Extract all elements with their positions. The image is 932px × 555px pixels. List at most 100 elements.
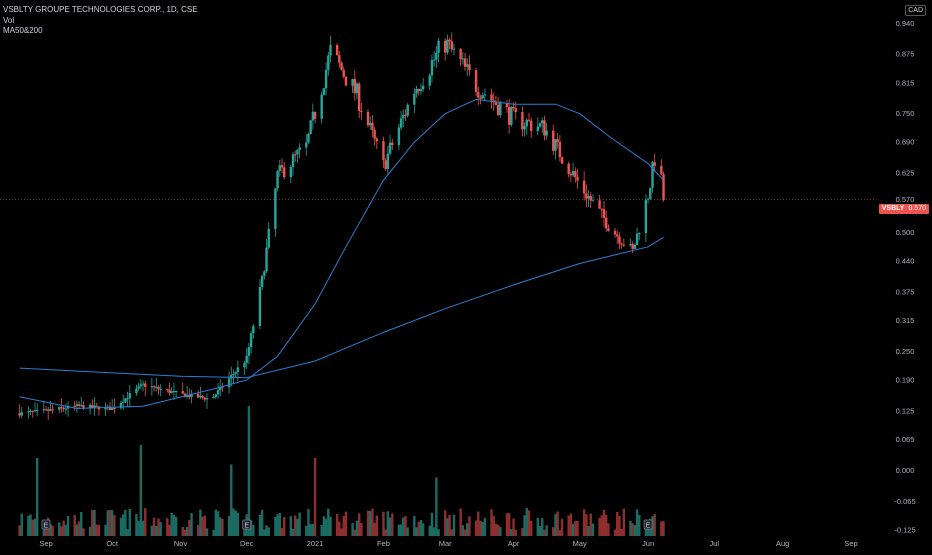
- volume-bar: [492, 515, 495, 536]
- volume-bar: [569, 513, 573, 536]
- volume-bar: [620, 529, 623, 536]
- candle-body: [622, 244, 626, 246]
- candle-body: [247, 347, 251, 356]
- candle-body: [141, 383, 145, 385]
- y-tick-label: -0.125: [894, 525, 915, 534]
- volume-bar: [252, 524, 255, 536]
- volume-bar: [582, 509, 586, 536]
- y-tick-label: 0.315: [896, 316, 915, 325]
- volume-bar: [185, 527, 189, 536]
- candle-body: [492, 100, 495, 102]
- y-tick-label: 0.570: [896, 195, 915, 204]
- x-tick-label: Mar: [439, 539, 452, 548]
- candle-body: [633, 244, 637, 249]
- candle-body: [430, 60, 434, 76]
- candle-body: [31, 410, 34, 412]
- volume-bar: [291, 528, 295, 536]
- y-tick-label: 0.375: [896, 288, 915, 297]
- volume-bar: [428, 525, 431, 536]
- earnings-marker-label: E: [244, 523, 249, 530]
- volume-bar: [88, 526, 92, 536]
- volume-bar: [93, 510, 96, 536]
- candle-body: [60, 407, 63, 409]
- volume-bar: [541, 518, 544, 536]
- candle-body: [49, 409, 52, 411]
- volume-bar: [404, 516, 407, 536]
- candle-body: [234, 372, 237, 375]
- candle-body: [276, 171, 279, 189]
- volume-bar: [589, 513, 592, 536]
- candle-body: [369, 122, 372, 126]
- candle-body: [104, 407, 107, 410]
- y-tick-label: 0.190: [896, 376, 915, 385]
- volume-bar: [355, 520, 359, 536]
- candle-body: [419, 89, 423, 92]
- earnings-marker: [643, 519, 653, 530]
- x-tick-label: Nov: [174, 539, 188, 548]
- candle-body: [110, 407, 114, 411]
- candle-body: [660, 165, 663, 175]
- volume-bar: [662, 521, 665, 536]
- candle-body: [589, 196, 592, 201]
- volume-bar: [265, 525, 268, 536]
- candle-body: [556, 139, 559, 142]
- x-tick-label: Feb: [377, 539, 390, 548]
- volume-bar: [494, 523, 498, 536]
- candle-body: [382, 141, 385, 161]
- volume-bar: [413, 515, 416, 536]
- candle-body: [421, 85, 425, 90]
- volume-bar: [278, 512, 281, 536]
- volume-bar: [499, 526, 502, 536]
- volume-bar: [342, 515, 345, 536]
- candle-body: [44, 409, 48, 411]
- volume-bar: [496, 524, 500, 536]
- y-tick-label: 0.750: [896, 109, 915, 118]
- candle-body: [618, 236, 621, 244]
- currency-label[interactable]: CAD: [905, 5, 926, 16]
- volume-bar: [91, 509, 94, 536]
- volume-bar: [294, 515, 297, 536]
- volume-bar: [521, 528, 524, 536]
- volume-bar: [402, 517, 405, 536]
- volume-bar: [371, 508, 374, 536]
- candle-body: [413, 93, 416, 105]
- candle-body: [190, 393, 193, 397]
- volume-bar: [181, 527, 184, 536]
- volume-bar: [481, 521, 484, 536]
- candle-body: [571, 171, 575, 176]
- candle-body: [527, 119, 531, 121]
- candle-body: [152, 386, 156, 388]
- volume-bar: [399, 524, 403, 536]
- candle-body: [18, 413, 21, 416]
- candle-body: [351, 79, 354, 86]
- y-tick-label: 0.125: [896, 406, 915, 415]
- volume-bar: [382, 511, 385, 536]
- candle-body: [574, 171, 577, 178]
- x-tick-label: Dec: [240, 539, 254, 548]
- candle-body: [443, 40, 447, 53]
- candle-body: [338, 55, 341, 63]
- candle-body: [355, 83, 359, 94]
- volume-bar: [58, 522, 61, 536]
- candle-body: [576, 177, 579, 181]
- candle-body: [335, 45, 339, 56]
- volume-bar: [602, 509, 606, 536]
- volume-bar: [351, 522, 354, 536]
- candle-body: [585, 193, 588, 199]
- y-tick-label: 0.250: [896, 347, 915, 356]
- candle-body: [278, 165, 281, 172]
- volume-bar: [338, 521, 341, 536]
- candle-body: [635, 233, 639, 245]
- volume-bar: [384, 529, 387, 536]
- volume-bar: [432, 527, 436, 536]
- volume-bar: [344, 511, 348, 536]
- volume-bar: [653, 514, 656, 536]
- volume-bar: [110, 510, 114, 536]
- candle-body: [402, 114, 405, 119]
- volume-bar: [144, 508, 147, 536]
- earnings-marker: [242, 519, 252, 530]
- candle-body: [507, 106, 511, 125]
- candle-body: [47, 409, 50, 411]
